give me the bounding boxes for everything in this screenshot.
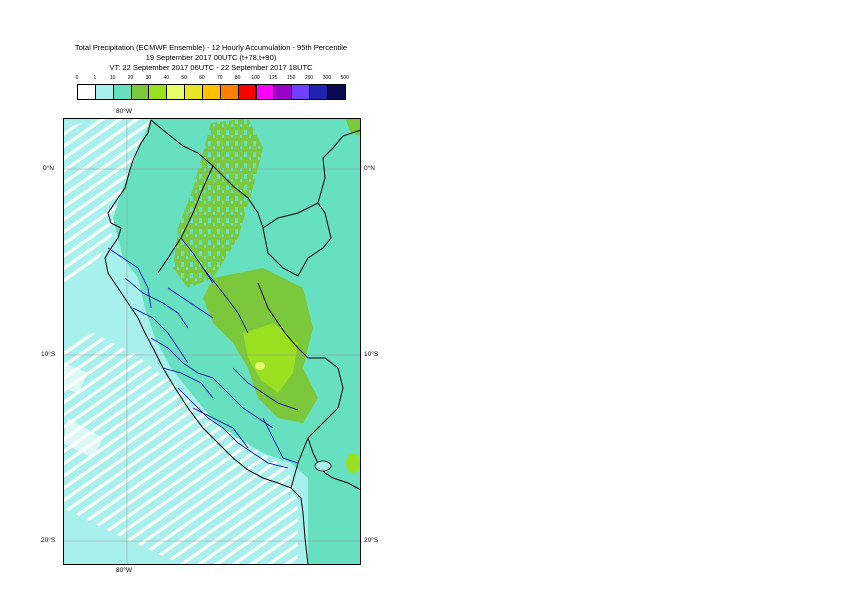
legend-tick-10: 100 [251, 75, 260, 81]
lat-label-right-10: 10°S [364, 351, 379, 358]
heavy-rain-southeast [346, 453, 360, 473]
legend-tick-5: 40 [163, 75, 170, 81]
legend-swatch-9 [237, 84, 257, 100]
region-boundaries [107, 237, 299, 469]
lat-label-left-20: 20°S [41, 537, 56, 544]
legend-tick-9: 80 [234, 75, 241, 81]
legend-tick-14: 300 [322, 75, 332, 81]
legend-tick-0: 0 [75, 75, 79, 81]
legend-swatch-5 [166, 84, 186, 100]
legend-tick-15: 500 [340, 75, 349, 81]
legend-tick-4: 30 [145, 75, 152, 81]
legend-tick-8: 70 [217, 75, 223, 81]
legend-swatch-14 [326, 84, 346, 100]
lat-label-right-0: 0°N [364, 165, 375, 172]
dry-streak-west [63, 363, 103, 458]
map-svg [63, 118, 362, 566]
legend-tick-12: 150 [287, 75, 296, 81]
legend-swatch-13 [309, 84, 328, 100]
legend-swatch-1 [94, 84, 114, 100]
lat-label-left-10: 10°S [41, 351, 56, 358]
legend-swatch-7 [201, 84, 221, 100]
legend-tick-3: 20 [127, 75, 134, 81]
legend-swatch-3 [130, 84, 150, 100]
moderate-rain-north [173, 118, 263, 288]
map-title-line3: VT: 22 September 2017 06UTC - 22 Septemb… [109, 63, 313, 72]
legend-swatch-2 [112, 84, 132, 100]
lake [314, 460, 332, 472]
lon-label-top: 80°W [116, 108, 132, 115]
legend-swatch-4 [148, 84, 168, 100]
legend-swatch-8 [219, 84, 239, 100]
lat-label-left-0: 0°N [43, 165, 54, 172]
legend-tick-11: 125 [269, 75, 278, 81]
map-frame [63, 118, 361, 565]
map-title-line1: Total Precipitation (ECMWF Ensemble) - 1… [74, 43, 348, 52]
lon-label-bottom: 80°W [116, 567, 132, 574]
lat-label-right-20: 20°S [364, 537, 379, 544]
heavy-rain-central [243, 323, 298, 393]
legend-swatch-0 [77, 84, 96, 100]
legend-swatch-11 [273, 84, 293, 100]
legend-tick-2: 10 [109, 75, 116, 81]
map-title-line2: 19 September 2017 00UTC (t+78,t+90) [145, 53, 277, 62]
dry-band-south [63, 333, 298, 565]
legend-tick-1: 1 [93, 75, 97, 81]
legend-tick-7: 60 [199, 75, 205, 81]
legend-swatch-12 [291, 84, 311, 100]
moderate-rain-east [322, 238, 340, 298]
peak-rain-spot [255, 362, 265, 370]
legend-tick-6: 50 [181, 75, 187, 81]
legend-swatch-6 [184, 84, 203, 100]
dry-band-north [63, 118, 151, 283]
legend-swatch-10 [255, 84, 275, 100]
legend-tick-13: 200 [304, 75, 314, 81]
precipitation-map: 80°W 80°W 0°N 0°N 10°S 10°S 20°S 20°S [41, 108, 378, 574]
